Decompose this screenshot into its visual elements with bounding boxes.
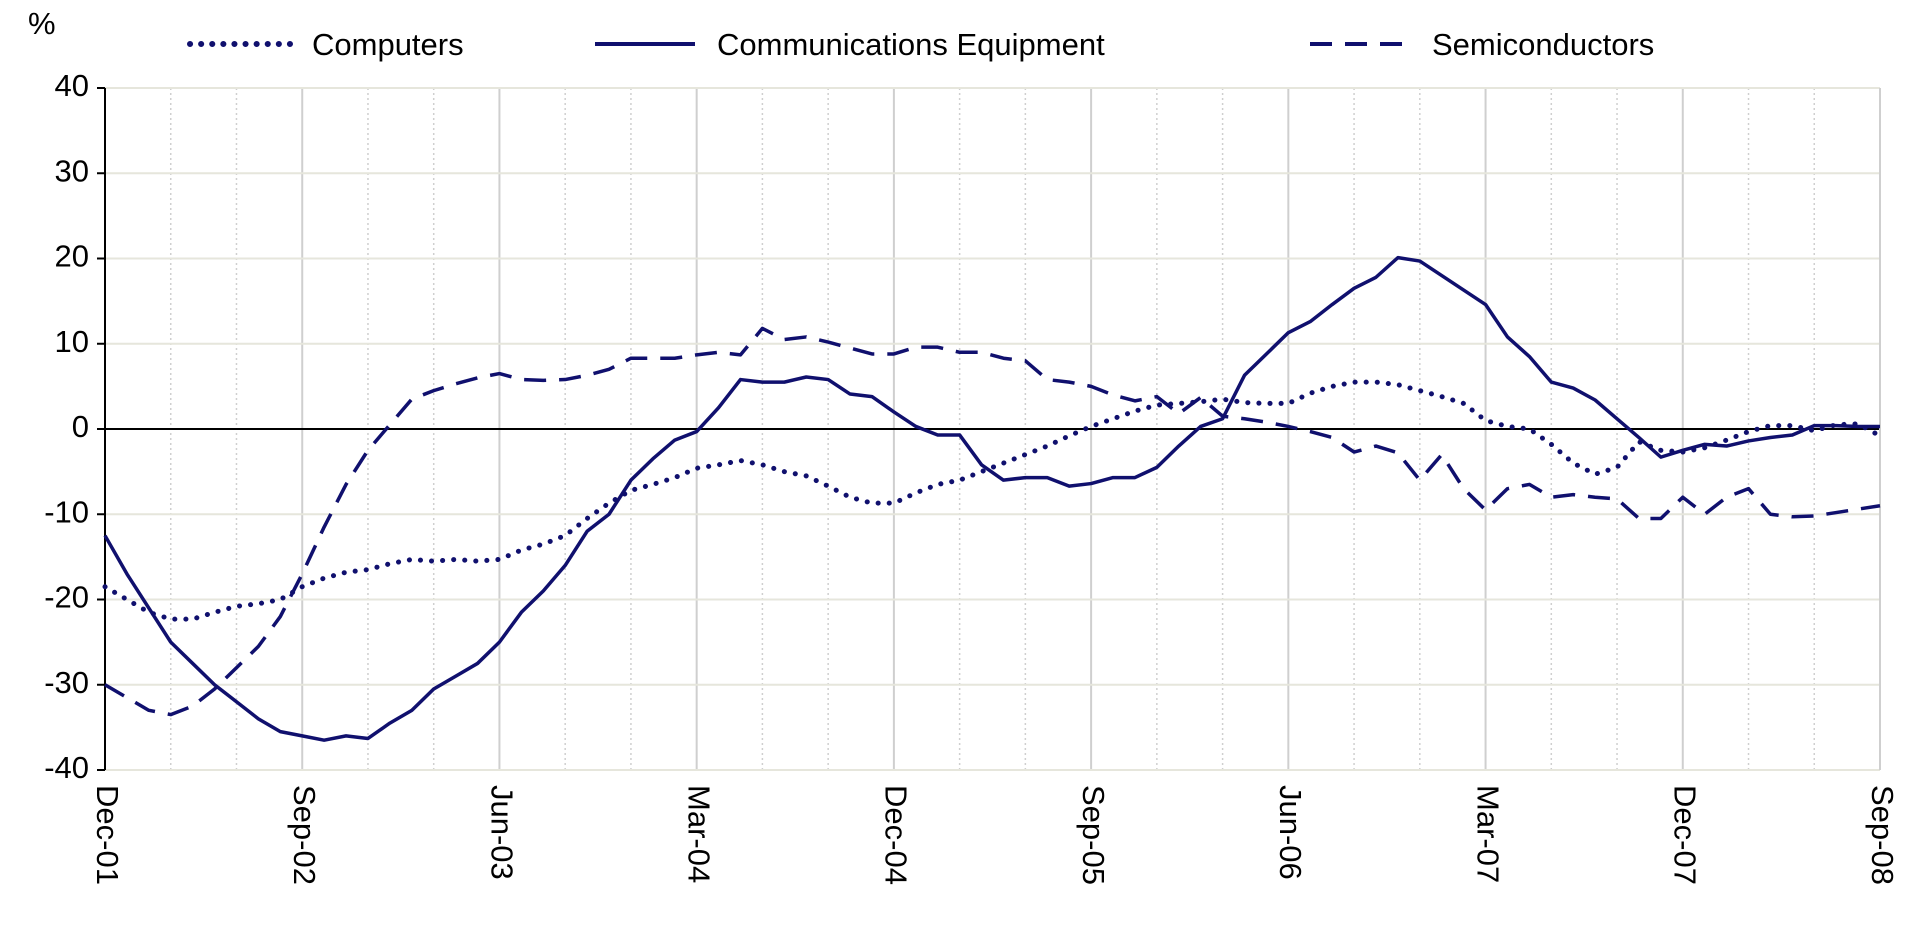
y-tick-label: 30 bbox=[55, 153, 89, 188]
y-tick-label: 10 bbox=[55, 324, 89, 359]
x-tick-label: Jun-03 bbox=[484, 785, 519, 880]
legend-label: Computers bbox=[312, 27, 464, 62]
x-tick-label: Sep-08 bbox=[1865, 785, 1900, 885]
y-axis-label: % bbox=[28, 6, 56, 41]
x-tick-label: Mar-04 bbox=[681, 785, 716, 883]
y-tick-label: -20 bbox=[44, 580, 89, 615]
y-tick-label: -40 bbox=[44, 750, 89, 785]
x-tick-label: Dec-01 bbox=[90, 785, 125, 885]
x-tick-label: Jun-06 bbox=[1273, 785, 1308, 880]
x-tick-label: Dec-04 bbox=[879, 785, 914, 885]
x-tick-label: Mar-07 bbox=[1470, 785, 1505, 883]
x-tick-label: Sep-02 bbox=[287, 785, 322, 885]
y-tick-label: 40 bbox=[55, 68, 89, 103]
x-tick-label: Dec-07 bbox=[1668, 785, 1703, 885]
y-tick-label: 20 bbox=[55, 239, 89, 274]
legend-label: Communications Equipment bbox=[717, 27, 1105, 62]
y-tick-label: -30 bbox=[44, 665, 89, 700]
series-line bbox=[103, 255, 1880, 742]
legend-label: Semiconductors bbox=[1432, 27, 1654, 62]
x-tick-label: Sep-05 bbox=[1076, 785, 1111, 885]
y-tick-label: 0 bbox=[72, 409, 89, 444]
y-tick-label: -10 bbox=[44, 494, 89, 529]
series-line bbox=[102, 379, 1883, 622]
series-line bbox=[104, 326, 1881, 717]
